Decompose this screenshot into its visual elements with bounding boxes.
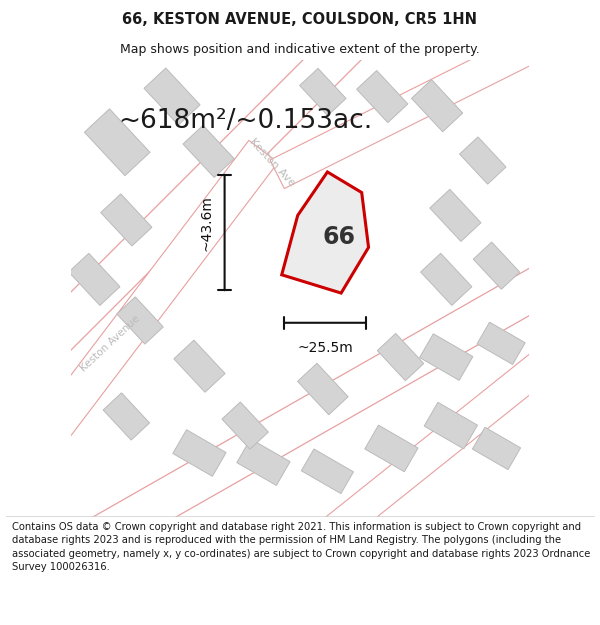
Polygon shape [299, 68, 346, 116]
Polygon shape [473, 242, 520, 289]
Polygon shape [84, 261, 562, 558]
Polygon shape [460, 137, 506, 184]
Text: Keston Avenue: Keston Avenue [79, 313, 142, 373]
Polygon shape [412, 79, 463, 132]
Text: 66, KESTON AVENUE, COULSDON, CR5 1HN: 66, KESTON AVENUE, COULSDON, CR5 1HN [122, 12, 478, 27]
Polygon shape [270, 23, 559, 189]
Polygon shape [222, 402, 268, 449]
Polygon shape [421, 253, 472, 306]
Polygon shape [301, 449, 353, 494]
Polygon shape [313, 344, 562, 552]
Polygon shape [237, 439, 290, 486]
Polygon shape [356, 71, 408, 122]
Polygon shape [424, 402, 478, 449]
Polygon shape [377, 334, 424, 381]
Text: 66: 66 [322, 225, 355, 249]
Polygon shape [365, 425, 418, 472]
Text: Keston Ave: Keston Ave [248, 137, 297, 189]
Polygon shape [69, 253, 120, 306]
Polygon shape [103, 393, 149, 440]
Polygon shape [117, 297, 163, 344]
Text: Contains OS data © Crown copyright and database right 2021. This information is : Contains OS data © Crown copyright and d… [12, 522, 590, 572]
Polygon shape [144, 68, 200, 125]
Polygon shape [101, 194, 152, 246]
Polygon shape [430, 189, 481, 241]
Polygon shape [419, 334, 473, 381]
Polygon shape [174, 340, 225, 392]
Polygon shape [282, 172, 368, 293]
Polygon shape [34, 22, 370, 358]
Polygon shape [477, 322, 525, 364]
Polygon shape [298, 363, 348, 415]
Polygon shape [34, 141, 278, 446]
Text: Map shows position and indicative extent of the property.: Map shows position and indicative extent… [120, 43, 480, 56]
Text: ~43.6m: ~43.6m [199, 196, 213, 251]
Polygon shape [183, 126, 234, 178]
Text: ~25.5m: ~25.5m [297, 341, 353, 355]
Polygon shape [173, 430, 226, 476]
Polygon shape [85, 109, 150, 176]
Polygon shape [472, 428, 521, 469]
Text: ~618m²/~0.153ac.: ~618m²/~0.153ac. [118, 108, 372, 134]
